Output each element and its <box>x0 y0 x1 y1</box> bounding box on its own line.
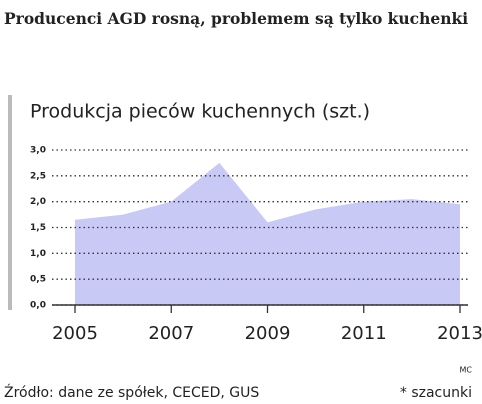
source: Źródło: dane ze spółek, CECED, GUS <box>4 383 259 401</box>
y-tick-label: 2,0 <box>30 197 46 207</box>
note: * szacunki <box>400 385 472 401</box>
y-tick-label: 0,0 <box>30 301 46 311</box>
y-tick-label: 1,5 <box>30 223 46 233</box>
y-tick-label: 0,5 <box>30 275 46 285</box>
x-tick-label: 2009 <box>245 323 291 344</box>
x-tick-label: 2007 <box>148 323 194 344</box>
chart-title: Producenci AGD rosną, problemem są tylko… <box>4 9 468 28</box>
x-tick-label: 2013 <box>437 323 482 344</box>
chart-subtitle: Produkcja pieców kuchennych (szt.) <box>30 101 370 123</box>
x-tick-label: 2011 <box>341 323 387 344</box>
x-tick-label: 2005 <box>52 323 98 344</box>
area <box>75 162 460 305</box>
credit: MC <box>460 366 473 375</box>
y-tick-label: 1,0 <box>30 249 46 259</box>
y-tick-label: 2,5 <box>30 171 46 181</box>
side-bar <box>8 95 12 310</box>
y-tick-label: 3,0 <box>30 146 46 156</box>
